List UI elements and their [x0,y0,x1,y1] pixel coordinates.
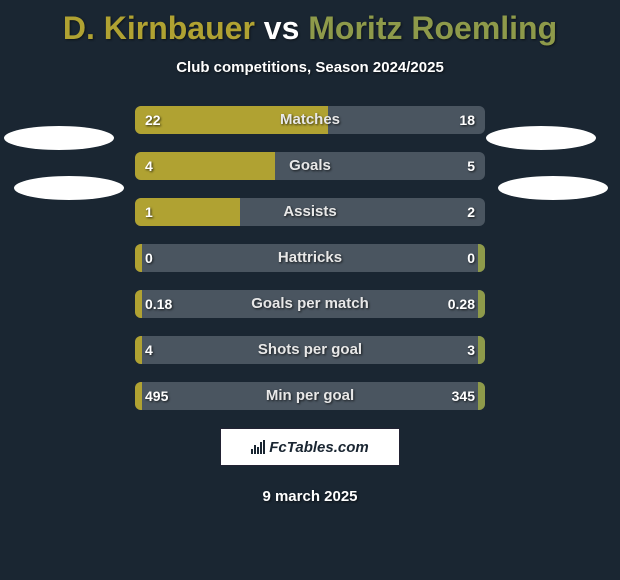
comparison-title: D. Kirnbauer vs Moritz Roemling [0,0,620,47]
stat-value-right: 3 [467,336,475,364]
stat-row: 0.180.28Goals per match [135,290,485,318]
stat-value-left: 0.18 [145,290,172,318]
stat-value-left: 1 [145,198,153,226]
bar-track [135,244,485,272]
bar-left [135,152,275,180]
stat-value-right: 345 [452,382,475,410]
bar-left [135,290,142,318]
bar-right [478,290,485,318]
stats-chart: 2218Matches45Goals12Assists00Hattricks0.… [0,106,620,410]
stat-value-left: 495 [145,382,168,410]
player2-name: Moritz Roemling [308,10,557,46]
subtitle: Club competitions, Season 2024/2025 [0,59,620,76]
stat-row: 495345Min per goal [135,382,485,410]
bar-left [135,382,142,410]
stat-value-left: 4 [145,152,153,180]
bar-right [478,382,485,410]
stat-value-right: 0 [467,244,475,272]
bar-left [135,244,142,272]
bar-track [135,382,485,410]
date-label: 9 march 2025 [0,488,620,505]
decorative-ellipse [486,126,596,150]
stat-row: 45Goals [135,152,485,180]
stat-value-left: 22 [145,106,161,134]
decorative-ellipse [4,126,114,150]
bar-left [135,336,142,364]
stat-row: 00Hattricks [135,244,485,272]
bar-track [135,336,485,364]
stat-value-right: 5 [467,152,475,180]
stat-value-left: 4 [145,336,153,364]
bar-right [478,336,485,364]
bar-right [478,244,485,272]
bar-track [135,290,485,318]
logo-bars-icon [251,440,265,454]
player1-name: D. Kirnbauer [63,10,255,46]
logo-text: FcTables.com [269,439,368,456]
stat-row: 2218Matches [135,106,485,134]
bar-left [135,106,328,134]
stat-value-right: 0.28 [448,290,475,318]
site-logo: FcTables.com [251,439,368,456]
decorative-ellipse [498,176,608,200]
stat-value-left: 0 [145,244,153,272]
vs-separator: vs [264,10,300,46]
logo-box: FcTables.com [220,428,400,466]
stat-row: 12Assists [135,198,485,226]
stat-row: 43Shots per goal [135,336,485,364]
stat-value-right: 18 [459,106,475,134]
stat-value-right: 2 [467,198,475,226]
decorative-ellipse [14,176,124,200]
